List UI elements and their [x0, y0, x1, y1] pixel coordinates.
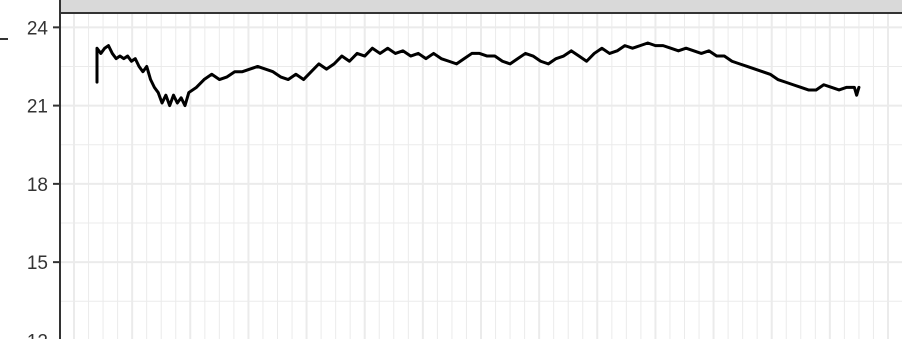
- series-layer: [95, 41, 861, 108]
- y-tick-label-24: 24: [27, 18, 49, 39]
- y-tick-label-21: 21: [27, 97, 48, 118]
- y-tick-label-12: 12: [27, 331, 48, 339]
- y-tick-label-18: 18: [27, 175, 48, 196]
- grid-lines: [61, 14, 902, 339]
- y-tick-label-15: 15: [27, 253, 48, 274]
- y-axis: 12 15 18 21 24: [27, 18, 60, 339]
- strip-header: [59, 0, 902, 14]
- series-line-0: [95, 41, 861, 108]
